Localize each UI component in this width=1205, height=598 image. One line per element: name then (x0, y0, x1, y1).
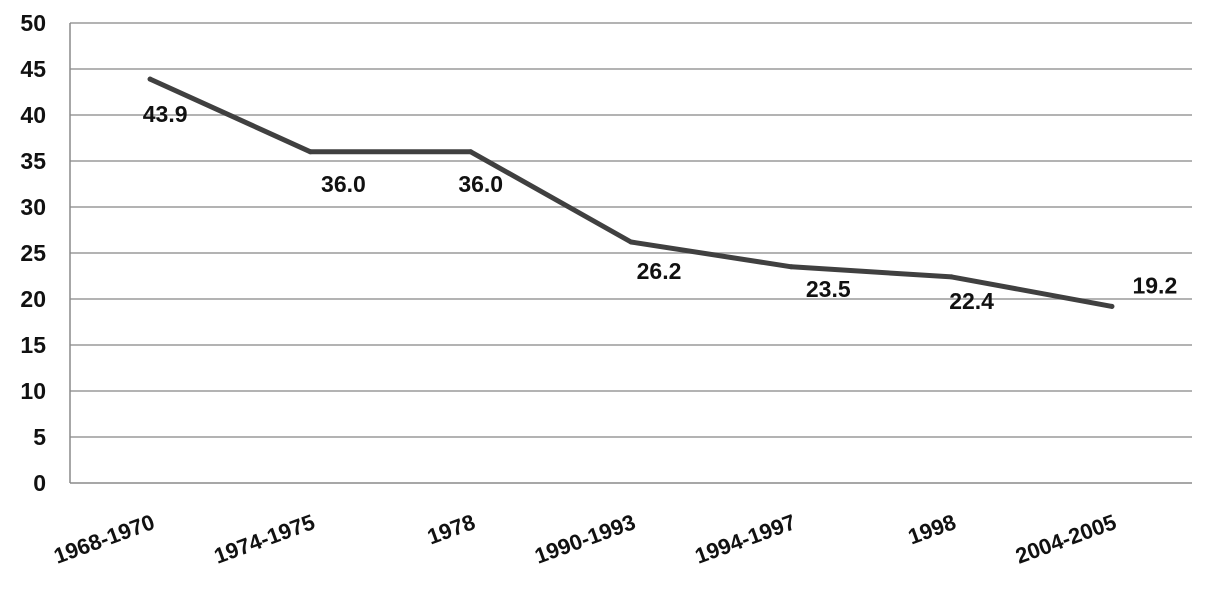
data-point (1109, 303, 1115, 309)
x-tick-label: 1978 (424, 509, 479, 549)
data-labels: 43.9 36.0 36.0 26.2 23.5 22.4 19.2 (143, 101, 1177, 314)
y-tick-label: 30 (20, 194, 46, 220)
x-tick-label: 2004-2005 (1012, 509, 1119, 568)
y-tick-label: 10 (20, 378, 46, 404)
data-label: 43.9 (143, 101, 188, 127)
x-axis-ticks: 1968-1970 1974-1975 1978 1990-1993 1994-1997… (50, 509, 1119, 568)
y-tick-label: 25 (20, 240, 46, 266)
data-label: 22.4 (949, 288, 994, 314)
data-point (949, 274, 955, 280)
y-tick-label: 35 (20, 148, 46, 174)
data-label: 19.2 (1132, 272, 1177, 298)
y-tick-label: 45 (20, 56, 46, 82)
data-points (147, 76, 1115, 309)
gridlines (70, 22, 1192, 438)
data-label: 23.5 (806, 276, 851, 302)
x-tick-label: 1998 (905, 509, 960, 549)
data-point (788, 264, 794, 270)
data-point (307, 149, 313, 155)
x-tick-label: 1990-1993 (531, 509, 638, 568)
y-tick-label: 0 (33, 470, 46, 496)
y-tick-label: 40 (20, 102, 46, 128)
y-axis-ticks: 0 5 10 15 20 25 30 35 40 45 50 (20, 10, 46, 496)
y-tick-label: 5 (33, 424, 46, 450)
y-tick-label: 15 (20, 332, 46, 358)
x-tick-label: 1974-1975 (211, 509, 318, 568)
data-point (628, 239, 634, 245)
data-label: 36.0 (321, 171, 366, 197)
x-tick-label: 1968-1970 (50, 509, 157, 568)
x-tick-label: 1994-1997 (692, 509, 799, 568)
y-tick-label: 20 (20, 286, 46, 312)
data-label: 36.0 (458, 171, 503, 197)
data-point (468, 149, 474, 155)
data-point (147, 76, 153, 82)
data-label: 26.2 (637, 258, 682, 284)
y-tick-label: 50 (20, 10, 46, 36)
series-line (147, 76, 1115, 309)
